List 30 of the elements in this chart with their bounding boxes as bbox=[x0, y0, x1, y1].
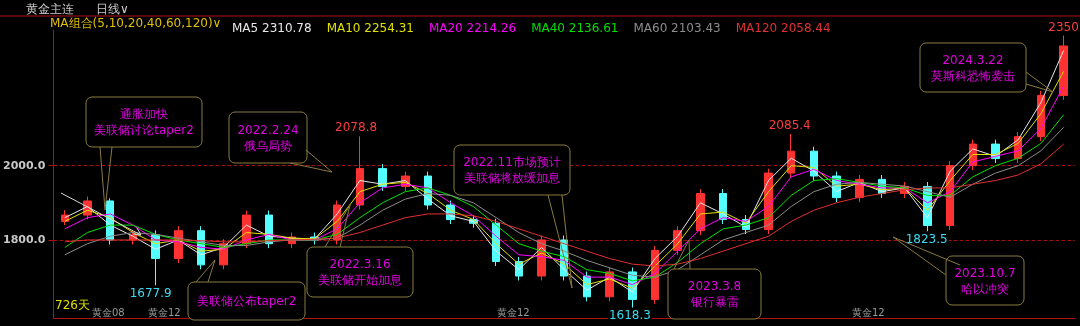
annotation: 2085.4 bbox=[768, 117, 811, 132]
y-tick-label: 2000.0 bbox=[2, 159, 46, 173]
annotation: 通胀加快美联储讨论taper2 bbox=[94, 106, 194, 137]
annotation: 726天 bbox=[55, 298, 90, 312]
text: MA5 2310.78 bbox=[232, 21, 312, 35]
chart-subtitle: 日线∨ bbox=[96, 2, 129, 16]
annotation: 黄金12 bbox=[852, 306, 885, 318]
annotation: 2078.8 bbox=[335, 120, 378, 135]
annotation: 美联储公布taper2 bbox=[196, 293, 297, 308]
annotation: 2350 bbox=[1048, 19, 1079, 34]
text: MA40 2136.61 bbox=[531, 21, 619, 35]
annotation: 2024.3.22 莫斯科恐怖袭击 bbox=[931, 52, 1015, 82]
annotation: 2022.11市场预计美联储将放缓加息 bbox=[463, 154, 561, 185]
annotation: 1823.5 bbox=[905, 232, 948, 247]
legend-title: MA组合(5,10,20,40,60,120)∨ bbox=[50, 16, 222, 30]
annotation: 1677.9 bbox=[129, 286, 172, 301]
text: MA20 2214.26 bbox=[428, 21, 517, 35]
annotation: 黄金12 bbox=[497, 306, 530, 318]
chart-title: 黄金主连 bbox=[26, 2, 74, 16]
annotation: 黄金08 bbox=[92, 306, 125, 318]
annotation: 2023.10.7 哈以冲突 bbox=[954, 265, 1016, 295]
annotation: 2022.2.24 俄乌局势 bbox=[237, 122, 299, 152]
text: MA120 2058.44 bbox=[735, 21, 831, 35]
text: MA60 2103.43 bbox=[633, 21, 721, 35]
annotation: 2023.3.8 银行暴雷 bbox=[687, 278, 742, 309]
annotation: 1618.3 bbox=[608, 308, 651, 323]
text: MA10 2254.31 bbox=[326, 21, 414, 35]
y-tick-label: 1800.0 bbox=[2, 233, 46, 247]
annotation: 2022.3.16 美联储开始加息 bbox=[318, 256, 402, 287]
annotation: 黄金12 bbox=[148, 306, 181, 318]
